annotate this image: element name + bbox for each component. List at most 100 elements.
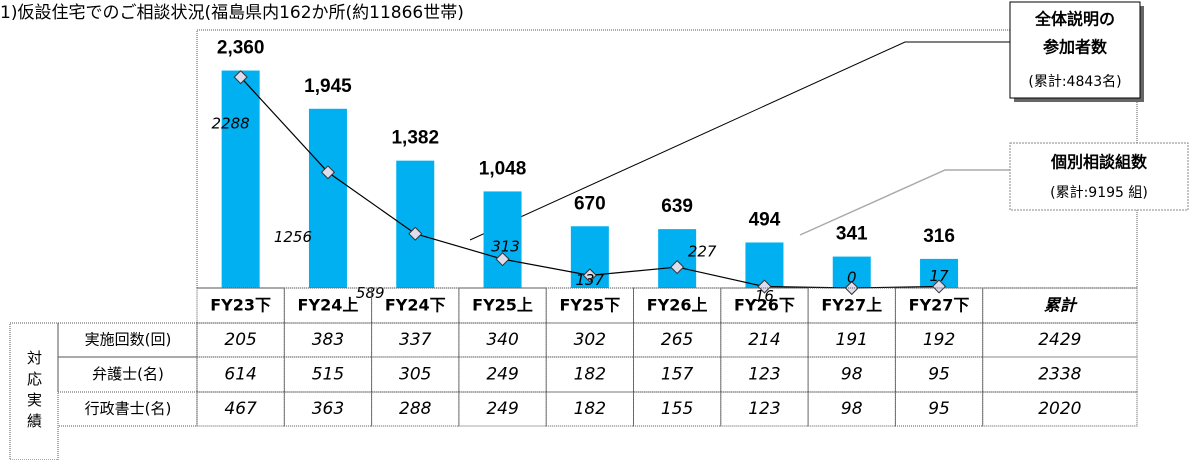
table-value: 205 <box>224 330 256 350</box>
table-cell <box>283 391 373 427</box>
leader-line <box>799 169 1010 236</box>
line-marker <box>495 252 510 267</box>
table-cell <box>894 287 984 324</box>
table-cell <box>283 356 373 393</box>
table-cell <box>807 322 896 358</box>
callout-title: 個別相談組数 <box>1050 153 1148 172</box>
table-cell <box>720 287 809 324</box>
bar-value-label: 1,945 <box>304 76 352 97</box>
table-total: 2338 <box>1038 365 1081 385</box>
category-label: FY24上 <box>298 296 359 315</box>
line-value-label: 16 <box>755 287 774 305</box>
table-value: 383 <box>312 330 344 350</box>
table-value: 305 <box>399 365 431 385</box>
callout-box <box>1009 142 1189 211</box>
table-value: 214 <box>748 330 780 350</box>
callout-box <box>1009 1 1141 99</box>
table-value: 123 <box>748 399 780 419</box>
table-total: 2429 <box>1038 330 1081 350</box>
category-label: FY25上 <box>472 296 533 315</box>
table-total: 2020 <box>1038 399 1081 419</box>
table-value: 95 <box>928 365 950 385</box>
table-value: 157 <box>661 365 694 385</box>
table-cell <box>57 391 198 427</box>
bar <box>658 229 697 288</box>
line-value-label: 1256 <box>274 228 312 246</box>
table-value: 182 <box>574 399 606 419</box>
callout-total: (累計:9195 組) <box>1050 185 1148 201</box>
bar-value-label: 341 <box>836 224 868 245</box>
table-cell <box>633 356 722 393</box>
table-cell <box>807 391 896 427</box>
line-value-label: 137 <box>576 271 605 289</box>
category-label: FY24下 <box>385 296 446 315</box>
table-cell <box>57 356 198 393</box>
line-value-label: 313 <box>491 238 520 256</box>
row-label: 実施回数(回) <box>85 331 172 349</box>
table-cell <box>720 322 809 358</box>
callout-title: 参加者数 <box>1043 38 1108 57</box>
table-cell <box>720 356 809 393</box>
table-value: 98 <box>841 365 863 385</box>
table-cell <box>371 356 460 393</box>
table-value: 95 <box>928 399 950 419</box>
line-marker <box>582 268 597 283</box>
table-value: 182 <box>574 365 606 385</box>
table-cell <box>982 287 1138 324</box>
table-cell <box>807 356 896 393</box>
bar-value-label: 1,382 <box>391 128 439 149</box>
group-label: 対応実績 <box>25 350 43 434</box>
line-marker <box>931 279 947 294</box>
table-value: 467 <box>224 399 257 419</box>
table-cell <box>894 322 984 358</box>
bar-value-label: 494 <box>749 209 781 230</box>
table-cell <box>633 391 722 427</box>
table-value: 123 <box>748 365 780 385</box>
table-value: 340 <box>486 330 518 350</box>
table-cell <box>545 287 635 324</box>
table-cell <box>458 322 547 358</box>
table-cell <box>720 391 809 427</box>
bar <box>221 70 260 289</box>
table-cell <box>458 356 547 393</box>
bar <box>308 108 347 289</box>
category-label: FY26下 <box>734 296 795 315</box>
table-cell <box>545 391 635 427</box>
bar-value-label: 639 <box>661 196 693 217</box>
line-value-label: 227 <box>688 243 717 261</box>
table-value: 155 <box>661 399 693 419</box>
table-cell <box>371 322 460 358</box>
table-cell <box>57 322 198 358</box>
table-value: 191 <box>836 330 868 350</box>
table-value: 363 <box>312 399 344 419</box>
line-marker <box>233 70 248 85</box>
table-value: 302 <box>574 330 606 350</box>
category-label: FY26上 <box>647 296 708 315</box>
table-value: 614 <box>224 365 256 385</box>
table-cell <box>982 356 1138 393</box>
line-marker <box>757 279 772 294</box>
table-cell <box>458 287 547 324</box>
total-header: 累計 <box>1044 296 1078 315</box>
category-label: FY23下 <box>210 296 271 315</box>
table-cell <box>371 391 460 427</box>
category-label: FY27下 <box>909 296 970 315</box>
callout-title: 全体説明の <box>1034 10 1115 29</box>
table-cell <box>283 287 373 324</box>
bar <box>483 191 522 288</box>
table-cell <box>894 391 984 427</box>
leader-line <box>469 41 1010 241</box>
chart-title: 1)仮設住宅でのご相談状況(福島県内162か所(約11866世帯) <box>0 3 464 23</box>
row-label: 弁護士(名) <box>92 365 164 383</box>
table-value: 249 <box>486 365 518 385</box>
table-cell <box>283 322 373 358</box>
bar-value-label: 1,048 <box>479 158 527 179</box>
line-marker <box>320 165 336 180</box>
table-cell <box>196 287 285 324</box>
table-cell <box>807 287 896 324</box>
table-cell <box>458 391 547 427</box>
table-cell <box>633 287 722 324</box>
line-marker <box>670 260 685 275</box>
line-value-label: 589 <box>356 284 385 302</box>
